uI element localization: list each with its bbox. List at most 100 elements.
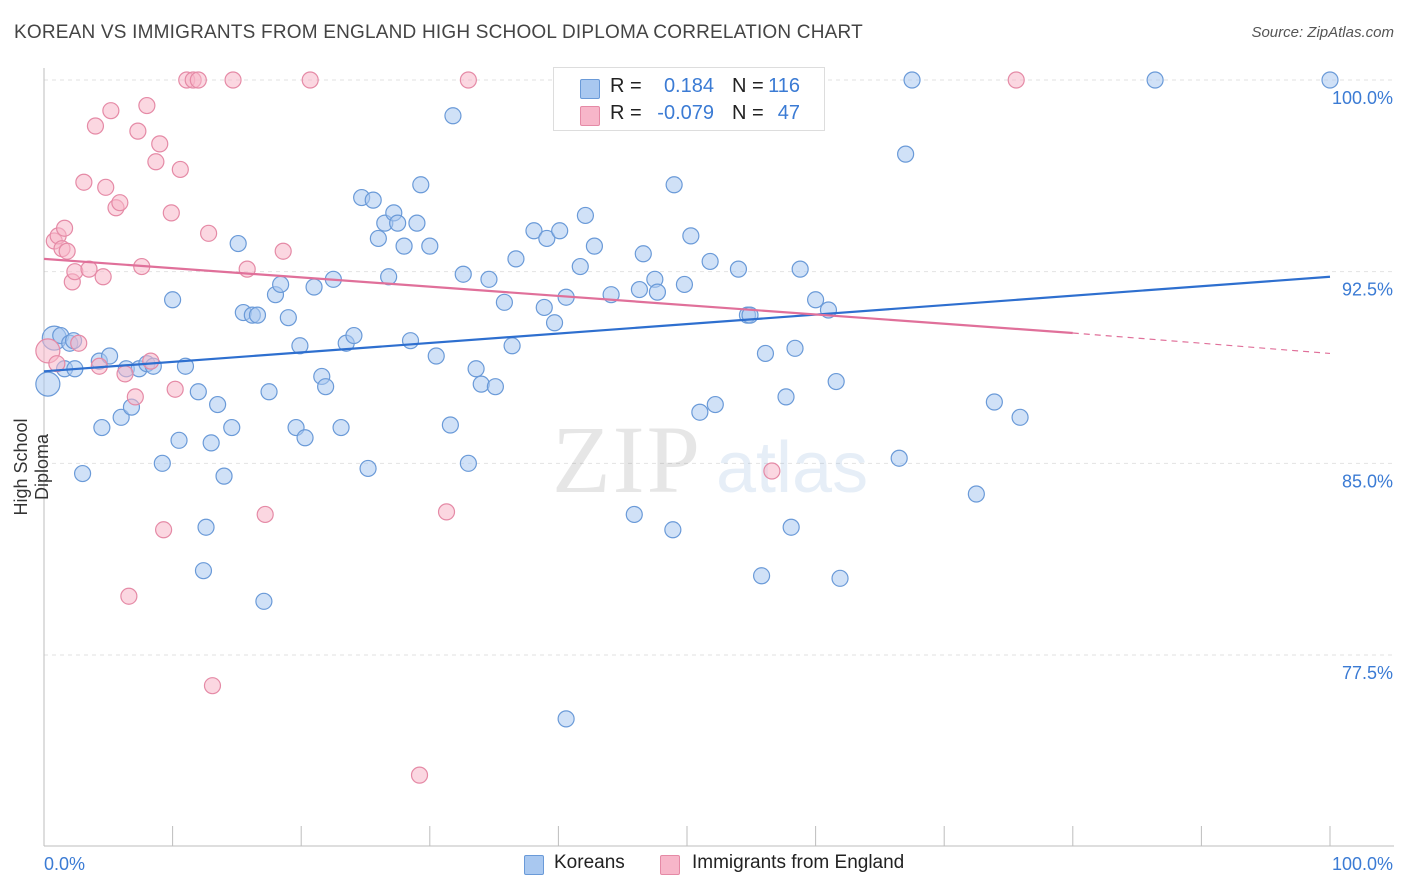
england-point xyxy=(410,766,429,784)
korean-point xyxy=(1146,71,1164,89)
korean-point xyxy=(170,431,188,449)
korean-point xyxy=(472,375,490,393)
tick-labels: 77.5% 85.0% 92.5% 100.0% 0.0% 100.0% xyxy=(44,88,1393,874)
korean-point xyxy=(571,257,589,276)
korean-point xyxy=(401,332,420,350)
y-tick-label: 85.0% xyxy=(1342,471,1393,491)
korean-point xyxy=(691,403,709,421)
korean-point xyxy=(345,326,363,345)
korean-point xyxy=(625,505,643,524)
legend-label-england: Immigrants from England xyxy=(692,852,905,873)
korean-point xyxy=(153,454,171,472)
korean-point xyxy=(395,237,413,255)
korean-point xyxy=(729,260,748,278)
y-tick-label: 100.0% xyxy=(1332,88,1393,108)
legend-label-koreans: Koreans xyxy=(554,852,625,873)
korean-point xyxy=(229,234,247,253)
england-point xyxy=(189,71,207,89)
england-point xyxy=(166,380,184,398)
legend-n-value: 116 xyxy=(768,75,800,97)
korean-point xyxy=(209,395,227,414)
korean-point xyxy=(806,291,825,309)
korean-trend-line xyxy=(43,275,1331,373)
korean-point xyxy=(503,337,521,355)
korean-point xyxy=(576,206,595,225)
england-point xyxy=(763,462,781,480)
england-point xyxy=(66,263,84,281)
legend-r-value: 0.184 xyxy=(663,75,714,97)
korean-point xyxy=(112,408,130,426)
korean-point xyxy=(444,107,462,125)
england-point xyxy=(274,242,292,260)
legend-n-label: N = xyxy=(732,75,764,97)
korean-point xyxy=(538,229,556,248)
korean-point xyxy=(389,214,407,232)
england-point xyxy=(138,96,156,115)
england-point xyxy=(120,587,138,605)
korean-point xyxy=(164,291,182,309)
england-point xyxy=(142,352,160,370)
england-point xyxy=(203,677,222,695)
korean-point xyxy=(459,454,477,472)
korean-point xyxy=(486,378,504,396)
korean-point xyxy=(1011,408,1029,426)
korean-point xyxy=(903,71,921,89)
korean-point xyxy=(260,383,278,401)
england-point xyxy=(1007,71,1025,89)
korean-point xyxy=(305,278,323,296)
korean-point xyxy=(831,569,849,587)
korean-point xyxy=(791,260,809,278)
korean-point xyxy=(782,518,800,536)
korean-point xyxy=(255,592,273,610)
korean-point xyxy=(408,214,426,232)
korean-point xyxy=(634,245,652,263)
korean-point xyxy=(664,521,682,539)
watermark-zip: ZIP xyxy=(552,406,702,513)
korean-point xyxy=(545,314,564,332)
korean-point xyxy=(421,237,439,255)
england-point xyxy=(437,503,456,521)
y-tick-label: 77.5% xyxy=(1342,663,1393,683)
correlation-legend: R = 0.184 N = 116 R = -0.079 N = 47 xyxy=(553,67,825,131)
x-tick-label: 100.0% xyxy=(1332,854,1393,874)
england-point xyxy=(301,71,319,89)
korean-point xyxy=(756,344,775,363)
korean-point xyxy=(585,237,604,255)
legend-row-england: R = -0.079 N = 47 xyxy=(554,100,824,128)
chart-title: KOREAN VS IMMIGRANTS FROM ENGLAND HIGH S… xyxy=(14,22,863,43)
legend-swatch-england xyxy=(580,106,600,126)
y-tick-label: 92.5% xyxy=(1342,280,1393,300)
korean-point xyxy=(194,562,213,580)
england-point xyxy=(256,505,274,524)
legend-row-koreans: R = 0.184 N = 116 xyxy=(554,73,824,101)
korean-point xyxy=(296,429,314,447)
legend-swatch-koreans xyxy=(580,79,600,99)
korean-point xyxy=(507,250,525,268)
korean-point xyxy=(665,176,683,194)
korean-point xyxy=(786,339,804,357)
korean-point xyxy=(93,418,111,437)
korean-point xyxy=(279,309,297,327)
england-point xyxy=(111,194,129,212)
chart-source: Source: ZipAtlas.com xyxy=(1251,24,1394,41)
korean-point xyxy=(189,383,207,401)
korean-point xyxy=(359,459,377,478)
korean-point xyxy=(467,360,485,378)
y-axis-label: High School Diploma xyxy=(11,418,52,516)
korean-point xyxy=(223,418,241,437)
korean-point xyxy=(332,418,350,437)
england-point xyxy=(102,102,120,120)
england-point xyxy=(171,160,189,179)
korean-point xyxy=(827,372,845,391)
korean-point xyxy=(675,275,694,294)
england-point xyxy=(129,122,147,140)
england-point xyxy=(55,219,74,237)
korean-point xyxy=(412,176,430,194)
korean-point xyxy=(215,467,233,485)
korean-point xyxy=(272,275,290,294)
korean-point xyxy=(682,227,700,245)
korean-point xyxy=(317,378,335,396)
x-tick-label: 0.0% xyxy=(44,854,85,874)
korean-point xyxy=(248,306,267,324)
